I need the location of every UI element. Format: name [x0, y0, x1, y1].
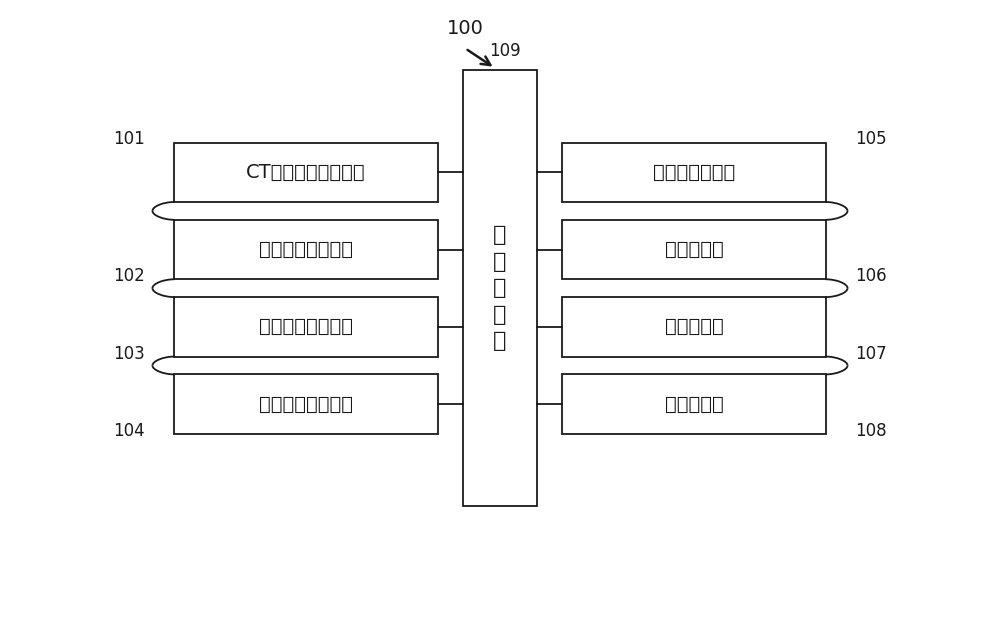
Text: 105: 105: [856, 130, 887, 148]
Text: 104: 104: [113, 422, 144, 440]
Text: 肺炎诊断评估部: 肺炎诊断评估部: [653, 163, 735, 182]
Text: 切片级肺炎分类部: 切片级肺炎分类部: [259, 240, 353, 259]
Text: 弱监督病灶定位部: 弱监督病灶定位部: [259, 395, 353, 413]
Text: CT影像数据预处理部: CT影像数据预处理部: [246, 163, 366, 182]
Bar: [174, 143, 438, 202]
Text: 101: 101: [113, 130, 144, 148]
Bar: [562, 220, 826, 279]
Bar: [562, 375, 826, 434]
Bar: [562, 297, 826, 357]
Bar: [463, 70, 537, 506]
Text: 病例级肺炎分类部: 病例级肺炎分类部: [259, 317, 353, 336]
Bar: [174, 375, 438, 434]
Text: 108: 108: [856, 422, 887, 440]
Text: 102: 102: [113, 268, 144, 286]
Bar: [174, 297, 438, 357]
Text: 109: 109: [489, 42, 521, 61]
Text: 106: 106: [856, 268, 887, 286]
Text: 输出显示部: 输出显示部: [665, 317, 723, 336]
Text: 100: 100: [447, 19, 484, 38]
Bar: [562, 143, 826, 202]
Text: 107: 107: [856, 345, 887, 363]
Text: 系
统
控
制
部: 系 统 控 制 部: [493, 226, 507, 351]
Text: 103: 103: [113, 345, 144, 363]
Bar: [174, 220, 438, 279]
Text: 系统通信部: 系统通信部: [665, 395, 723, 413]
Text: 画面存储部: 画面存储部: [665, 240, 723, 259]
